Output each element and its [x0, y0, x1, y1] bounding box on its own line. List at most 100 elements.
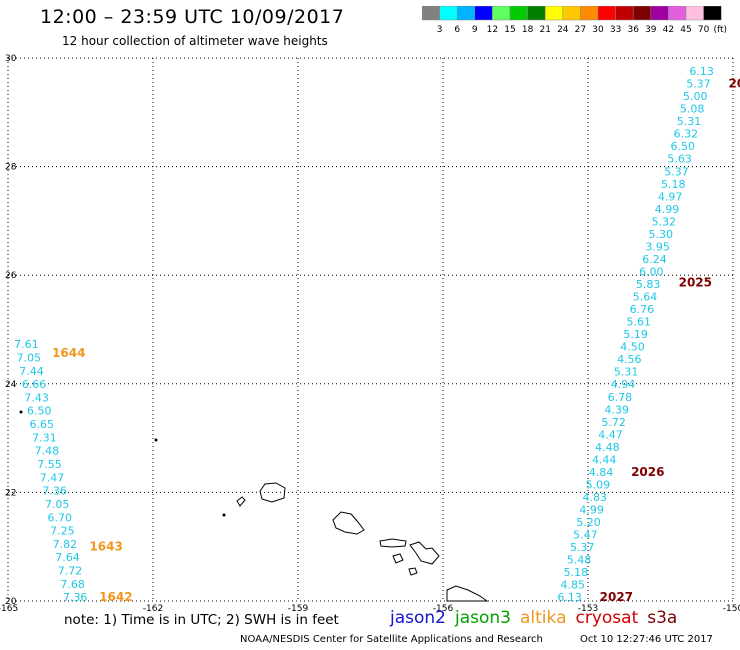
wave-height-value: 7.61	[14, 338, 39, 351]
wave-height-value: 4.97	[658, 190, 683, 203]
color-scale-label: 39	[645, 25, 657, 35]
color-swatch	[632, 6, 652, 21]
color-swatch	[509, 6, 528, 21]
wave-height-value: 6.24	[642, 253, 667, 266]
wave-height-value: 7.43	[24, 391, 49, 404]
page-title: 12:00 – 23:59 UTC 10/09/2017	[40, 6, 345, 28]
wave-height-value: 4.39	[605, 403, 630, 416]
altika-track: 7.617.057.446.667.436.506.657.317.487.55…	[14, 338, 132, 604]
color-scale-label: 45	[680, 25, 691, 35]
kauai-island	[259, 482, 286, 503]
wave-height-value: 5.19	[623, 328, 648, 341]
pass-time-label: 1644	[52, 346, 85, 360]
color-swatch	[597, 6, 616, 21]
wave-height-value: 5.47	[573, 529, 598, 542]
wave-height-value: 7.64	[55, 551, 80, 564]
wave-height-value: 4.50	[620, 341, 645, 354]
wave-height-value: 6.13	[557, 591, 582, 604]
color-scale-label: 36	[627, 25, 639, 35]
color-scale-label: 30	[592, 25, 604, 35]
axis-tick-labels: -165 -162 -159 -156 -153 -150 20 22 24 26 28 30	[0, 54, 740, 614]
wave-height-value: 5.61	[627, 316, 652, 329]
lon-tick-label: -153	[578, 604, 598, 614]
wave-height-value: 4.48	[595, 441, 620, 454]
cryosat-track: 6.135.375.005.085.316.326.505.635.375.18…	[557, 65, 740, 604]
satellite-legend: jason2 jason3 altika cryosat s3a	[390, 608, 686, 628]
wave-height-value: 5.37	[664, 165, 689, 178]
lat-tick-label: 22	[5, 488, 16, 498]
color-scale-label: 33	[610, 25, 621, 35]
lon-tick-label: -159	[288, 604, 309, 614]
color-swatch	[422, 6, 440, 21]
wave-height-value: 7.36	[63, 591, 88, 604]
wave-height-value: 7.36	[42, 485, 67, 498]
wave-height-value: 5.64	[633, 291, 658, 304]
satellite-name-jason3: jason3	[455, 608, 511, 628]
wave-height-value: 7.44	[19, 365, 44, 378]
wave-height-value: 6.70	[48, 511, 73, 524]
satellite-name-s3a: s3a	[647, 608, 678, 628]
wave-height-value: 7.31	[32, 431, 57, 444]
color-swatch	[580, 6, 599, 21]
wave-height-value: 7.05	[45, 498, 70, 511]
lanai-island	[392, 553, 404, 564]
wave-height-value: 5.72	[601, 416, 626, 429]
hawaii-coastline	[19, 410, 489, 602]
wave-height-value: 4.56	[617, 353, 642, 366]
color-scale-label: 15	[504, 25, 515, 35]
wave-height-value: 5.31	[614, 366, 639, 379]
wave-height-value: 4.84	[589, 466, 614, 479]
satellite-name-cryosat: cryosat	[575, 608, 639, 628]
hawaii-big-island	[446, 585, 489, 602]
satellite-name-jason2: jason2	[390, 608, 446, 628]
credit-line: NOAA/NESDIS Center for Satellite Applica…	[240, 634, 543, 645]
generated-timestamp: Oct 10 12:27:46 UTC 2017	[580, 634, 713, 645]
wave-height-value: 5.18	[564, 566, 589, 579]
wave-height-value: 6.65	[30, 418, 55, 431]
pass-time-label: 1643	[89, 540, 122, 554]
lat-tick-label: 28	[5, 163, 17, 173]
wave-height-value: 4.44	[592, 453, 617, 466]
pass-time-label: 1642	[99, 590, 132, 604]
color-scale-label: 18	[522, 25, 534, 35]
islet	[222, 513, 226, 517]
lat-tick-label: 24	[5, 380, 17, 390]
color-swatch	[668, 6, 687, 21]
wave-height-value: 5.09	[586, 478, 611, 491]
color-swatch	[456, 6, 476, 21]
wave-height-value: 5.08	[680, 103, 705, 116]
islet	[19, 410, 23, 414]
lat-tick-label: 20	[5, 597, 17, 607]
pass-time-label: 2025	[679, 275, 712, 289]
wave-height-value: 7.68	[60, 578, 85, 591]
color-swatch	[544, 6, 564, 21]
wave-height-value: 6.76	[630, 303, 655, 316]
wave-height-value: 4.47	[598, 428, 623, 441]
color-swatch	[527, 6, 546, 21]
wave-height-value: 7.48	[35, 445, 60, 458]
wave-height-value: 6.66	[22, 378, 47, 391]
wave-height-value: 7.05	[17, 351, 42, 364]
wave-height-value: 5.63	[667, 153, 692, 166]
kahoolawe-island	[408, 567, 418, 576]
oahu-island	[332, 511, 365, 535]
lat-tick-label: 26	[5, 271, 17, 281]
wave-height-value: 4.85	[561, 579, 586, 592]
wave-height-value: 5.00	[683, 90, 708, 103]
wave-height-value: 5.32	[652, 215, 677, 228]
molokai-island	[379, 538, 407, 548]
satellite-name-altika: altika	[520, 608, 567, 628]
niihau-island	[236, 496, 246, 507]
wave-height-value: 5.31	[677, 115, 702, 128]
color-swatch	[615, 6, 634, 21]
color-scale-label: 70	[698, 25, 710, 35]
lon-tick-label: -150	[723, 604, 740, 614]
color-swatch	[439, 6, 458, 21]
wave-height-value: 6.78	[608, 391, 633, 404]
color-scale-label: 27	[575, 25, 586, 35]
color-scale-label: 12	[487, 25, 498, 35]
wave-height-value: 6.00	[639, 265, 664, 278]
wave-height-value: 7.72	[58, 565, 83, 578]
color-scale-label: 9	[472, 25, 478, 35]
color-scale-label: 21	[539, 25, 550, 35]
